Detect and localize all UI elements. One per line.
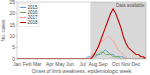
series-line [17,36,146,59]
annotation: Data available [116,3,145,8]
legend-swatch [20,12,26,13]
y-tick-label: 20 [9,10,15,16]
legend-box [19,4,40,27]
legend-label: 2018 [28,20,39,25]
y-tick [16,2,18,3]
x-tick-label: Jul [80,61,86,67]
x-tick-label: Aug [88,61,97,67]
y-tick [16,36,18,37]
x-tick-label: Sep [99,61,108,67]
x-tick-label: Nov [121,61,130,67]
legend: 2015201620172018 [19,4,40,27]
chart: JanFebMarAprMayJunJulAugSepOctNovDec0510… [0,0,150,75]
y-axis-label: No. cases [0,19,6,42]
x-tick-label: Jun [66,61,74,67]
x-tick-label: Feb [23,61,32,67]
y-tick [16,24,18,25]
x-tick-label: Dec [131,61,140,67]
y-tick-label: 10 [9,33,15,39]
x-axis-label: Onset of limb weakness, epidemiologic we… [32,68,132,74]
y-tick-label: 0 [12,56,15,62]
y-tick [16,59,18,60]
x-tick-label: Oct [112,61,120,67]
series-line [17,9,146,59]
plot-frame [17,2,146,59]
x-tick-label: May [55,61,65,67]
legend-swatch [20,17,26,18]
y-tick-label: 25 [9,0,15,5]
y-tick-label: 15 [9,22,15,28]
y-tick [16,13,18,14]
legend-swatch [20,22,26,23]
x-tick-label: Apr [46,61,54,67]
y-tick [16,47,18,48]
y-tick-label: 5 [12,44,15,50]
legend-swatch [20,7,26,8]
x-tick-label: Mar [33,61,42,67]
plot-area [17,2,146,59]
